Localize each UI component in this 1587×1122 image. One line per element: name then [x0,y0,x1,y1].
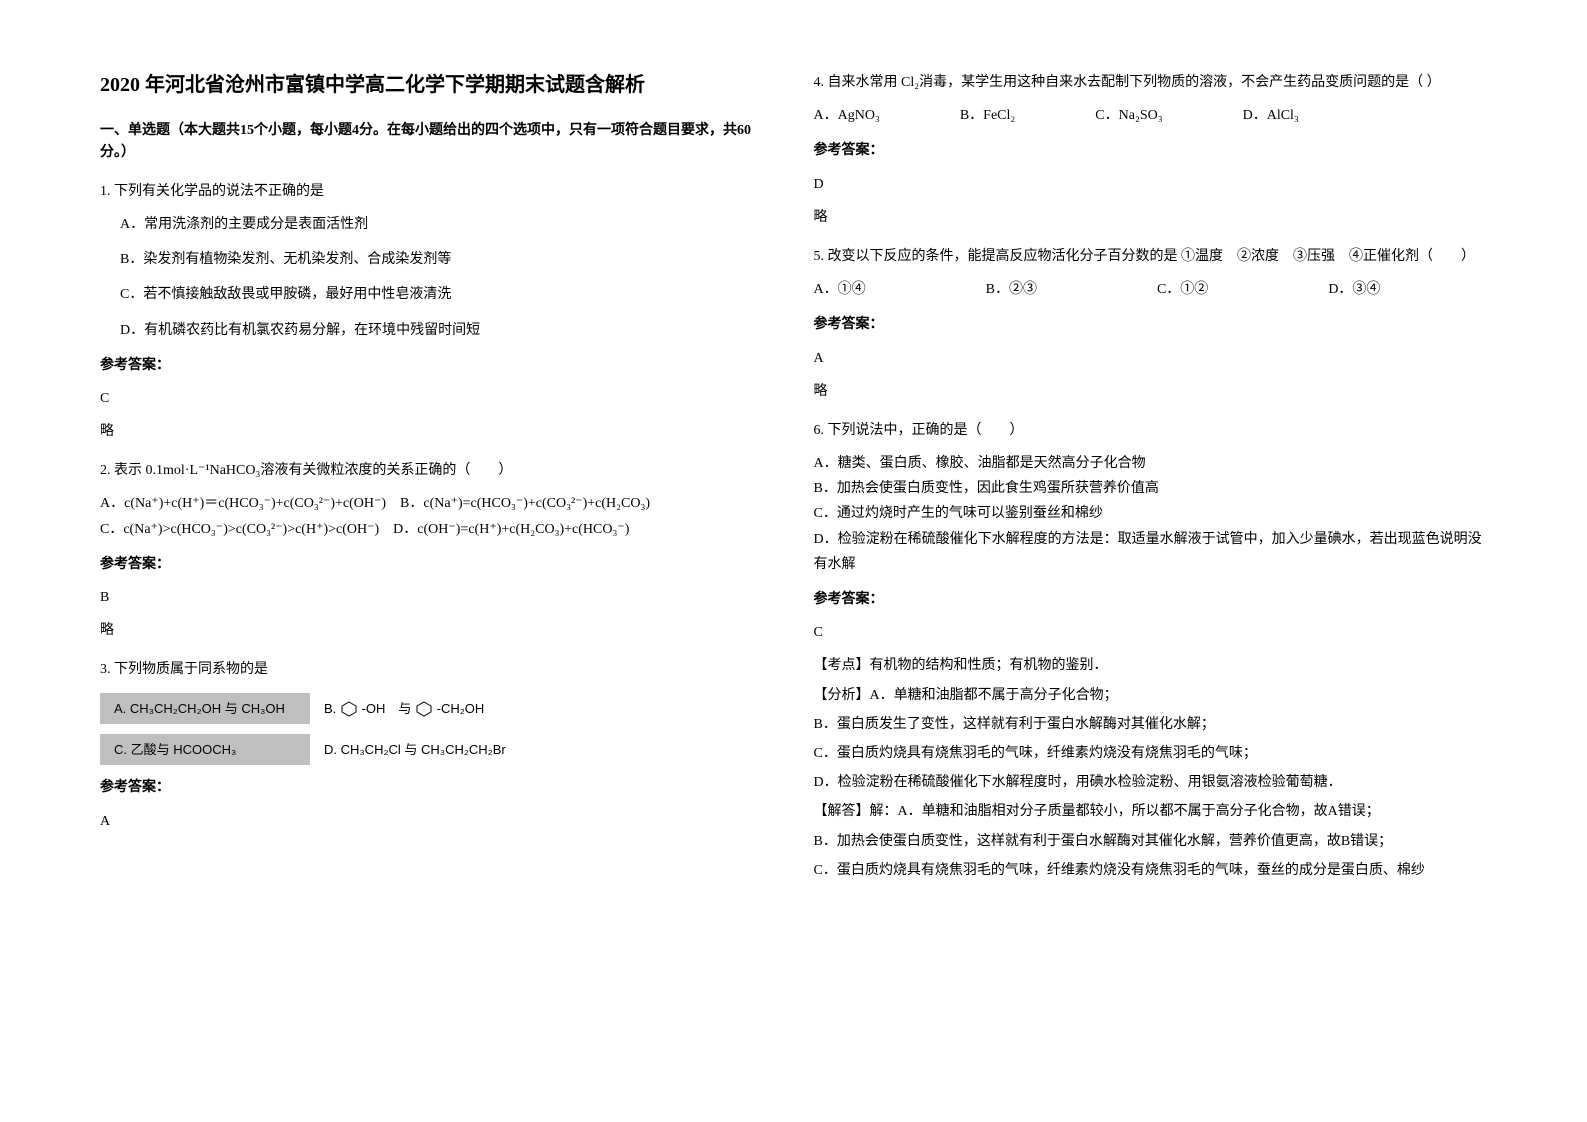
q4-opt-b: B．FeCl₂ [960,103,1015,128]
question-6: 6. 下列说法中，正确的是（ ） A．糖类、蛋白质、橡胶、油脂都是天然高分子化合… [814,418,1488,883]
q5-stem: 5. 改变以下反应的条件，能提高反应物活化分子百分数的是 ①温度 ②浓度 ③压强… [814,244,1488,269]
q4-opt-a: A．AgNO₃ [814,103,880,128]
q5-opt-d: D．③④ [1328,277,1380,302]
hexagon-icon [415,701,433,717]
q3-answer: A [100,809,774,834]
q5-opt-a: A．①④ [814,277,866,302]
q2-answer: B [100,585,774,610]
q4-opt-c: C．Na₂SO₃ [1095,103,1162,128]
q1-answer: C [100,386,774,411]
q5-answer-label: 参考答案： [814,312,1488,337]
q2-answer-label: 参考答案： [100,552,774,577]
question-3: 3. 下列物质属于同系物的是 A. CH₃CH₂CH₂OH 与 CH₃OH B.… [100,657,774,833]
q4-brief: 略 [814,205,1488,230]
q6-answer: C [814,620,1488,645]
question-5: 5. 改变以下反应的条件，能提高反应物活化分子百分数的是 ①温度 ②浓度 ③压强… [814,244,1488,404]
page-title: 2020 年河北省沧州市富镇中学高二化学下学期期末试题含解析 [100,70,774,100]
q4-opt-d: D．AlCl₃ [1243,103,1299,128]
q1-opt-a: A．常用洗涤剂的主要成分是表面活性剂 [120,212,774,237]
q4-answer-label: 参考答案： [814,138,1488,163]
q3-answer-label: 参考答案： [100,775,774,800]
q6-jieda-a: 【解答】解：A．单糖和油脂相对分子质量都较小，所以都不属于高分子化合物，故A错误… [814,799,1488,824]
q2-opt-ab: A．c(Na⁺)+c(H⁺)＝c(HCO₃⁻)+c(CO₃²⁻)+c(OH⁻) … [100,491,774,516]
q6-answer-label: 参考答案： [814,587,1488,612]
q5-answer: A [814,346,1488,371]
q6-explain: 【考点】有机物的结构和性质；有机物的鉴别． 【分析】A．单糖和油脂都不属于高分子… [814,653,1488,883]
q3-opt-c: C. 乙酸与 HCOOCH₃ [100,734,310,765]
q6-opt-d: D．检验淀粉在稀硫酸催化下水解程度的方法是：取适量水解液于试管中，加入少量碘水，… [814,527,1488,577]
q1-brief: 略 [100,419,774,444]
q1-stem: 1. 下列有关化学品的说法不正确的是 [100,179,774,204]
q3-opt-d: D. CH₃CH₂Cl 与 CH₃CH₂CH₂Br [310,734,570,765]
q3-stem: 3. 下列物质属于同系物的是 [100,657,774,682]
q6-fenxi-d: D．检验淀粉在稀硫酸催化下水解程度时，用碘水检验淀粉、用银氨溶液检验葡萄糖． [814,770,1488,795]
hexagon-icon [340,701,358,717]
q3-opt-b: B. -OH 与 -CH₂OH [310,693,570,724]
section-header: 一、单选题（本大题共15个小题，每小题4分。在每小题给出的四个选项中，只有一项符… [100,120,774,165]
q6-jieda-c: C．蛋白质灼烧具有烧焦羽毛的气味，纤维素灼烧没有烧焦羽毛的气味，蚕丝的成分是蛋白… [814,858,1488,883]
q3-b-suf: -CH₂OH [437,701,485,716]
q6-opt-a: A．糖类、蛋白质、橡胶、油脂都是天然高分子化合物 [814,451,1488,476]
q3-opt-a: A. CH₃CH₂CH₂OH 与 CH₃OH [100,693,310,724]
q3-b-mid: -OH 与 [362,701,412,716]
q2-opt-cd: C．c(Na⁺)>c(HCO₃⁻)>c(CO₃²⁻)>c(H⁺)>c(OH⁻) … [100,517,774,542]
q2-brief: 略 [100,618,774,643]
q3-b-pre: B. [324,701,336,716]
q5-opt-c: C．①② [1157,277,1208,302]
q5-brief: 略 [814,379,1488,404]
q1-opt-d: D．有机磷农药比有机氯农药易分解，在环境中残留时间短 [120,318,774,343]
q1-opt-b: B．染发剂有植物染发剂、无机染发剂、合成染发剂等 [120,247,774,272]
q6-fenxi-a: 【分析】A．单糖和油脂都不属于高分子化合物； [814,683,1488,708]
q4-answer: D [814,172,1488,197]
q6-kaodian: 【考点】有机物的结构和性质；有机物的鉴别． [814,653,1488,678]
q6-fenxi-c: C．蛋白质灼烧具有烧焦羽毛的气味，纤维素灼烧没有烧焦羽毛的气味； [814,741,1488,766]
q1-opt-c: C．若不慎接触敌敌畏或甲胺磷，最好用中性皂液清洗 [120,282,774,307]
q6-jieda-b: B．加热会使蛋白质变性，这样就有利于蛋白水解酶对其催化水解，营养价值更高，故B错… [814,829,1488,854]
q5-opt-b: B．②③ [986,277,1037,302]
q6-stem: 6. 下列说法中，正确的是（ ） [814,418,1488,443]
q6-fenxi-b: B．蛋白质发生了变性，这样就有利于蛋白水解酶对其催化水解； [814,712,1488,737]
q6-opt-b: B．加热会使蛋白质变性，因此食生鸡蛋所获营养价值高 [814,476,1488,501]
q1-answer-label: 参考答案： [100,353,774,378]
question-2: 2. 表示 0.1mol·L⁻¹NaHCO₃溶液有关微粒浓度的关系正确的（ ） … [100,458,774,643]
question-4: 4. 自来水常用 Cl₂消毒，某学生用这种自来水去配制下列物质的溶液，不会产生药… [814,70,1488,230]
question-1: 1. 下列有关化学品的说法不正确的是 A．常用洗涤剂的主要成分是表面活性剂 B．… [100,179,774,445]
q4-stem: 4. 自来水常用 Cl₂消毒，某学生用这种自来水去配制下列物质的溶液，不会产生药… [814,70,1488,95]
q2-stem: 2. 表示 0.1mol·L⁻¹NaHCO₃溶液有关微粒浓度的关系正确的（ ） [100,458,774,483]
q6-opt-c: C．通过灼烧时产生的气味可以鉴别蚕丝和棉纱 [814,501,1488,526]
